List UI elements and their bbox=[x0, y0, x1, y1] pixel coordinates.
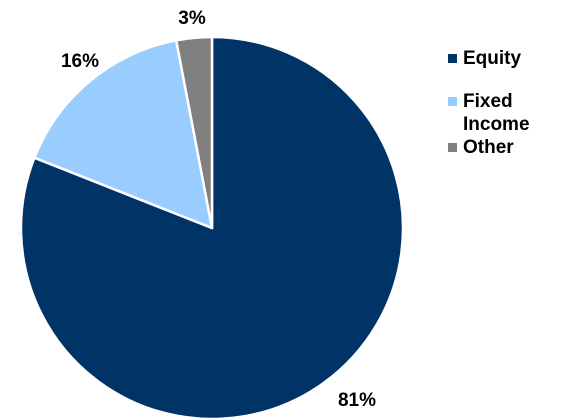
legend-item-other: Other bbox=[448, 136, 558, 159]
pie-slices bbox=[19, 35, 405, 419]
pie-slice-other bbox=[174, 35, 214, 230]
pie-slice-fixed-income bbox=[33, 39, 214, 230]
legend-item-fixed-income: Fixed Income bbox=[448, 90, 558, 136]
data-label-other: 3% bbox=[178, 8, 206, 29]
legend-swatch-fixed-income bbox=[448, 97, 457, 106]
data-label-equity: 81% bbox=[338, 390, 376, 411]
legend-label-other: Other bbox=[463, 137, 514, 158]
legend-item-equity: Equity bbox=[448, 47, 558, 70]
data-label-fixed-income: 16% bbox=[61, 51, 99, 72]
legend-label-equity: Equity bbox=[463, 48, 522, 69]
legend-swatch-equity bbox=[448, 54, 457, 63]
legend-label-fixed-income: Fixed Income bbox=[463, 91, 530, 135]
pie-data-labels: 81% 16% 3% bbox=[61, 8, 376, 411]
legend: Equity Fixed Income Other bbox=[448, 47, 558, 159]
legend-swatch-other bbox=[448, 143, 457, 152]
